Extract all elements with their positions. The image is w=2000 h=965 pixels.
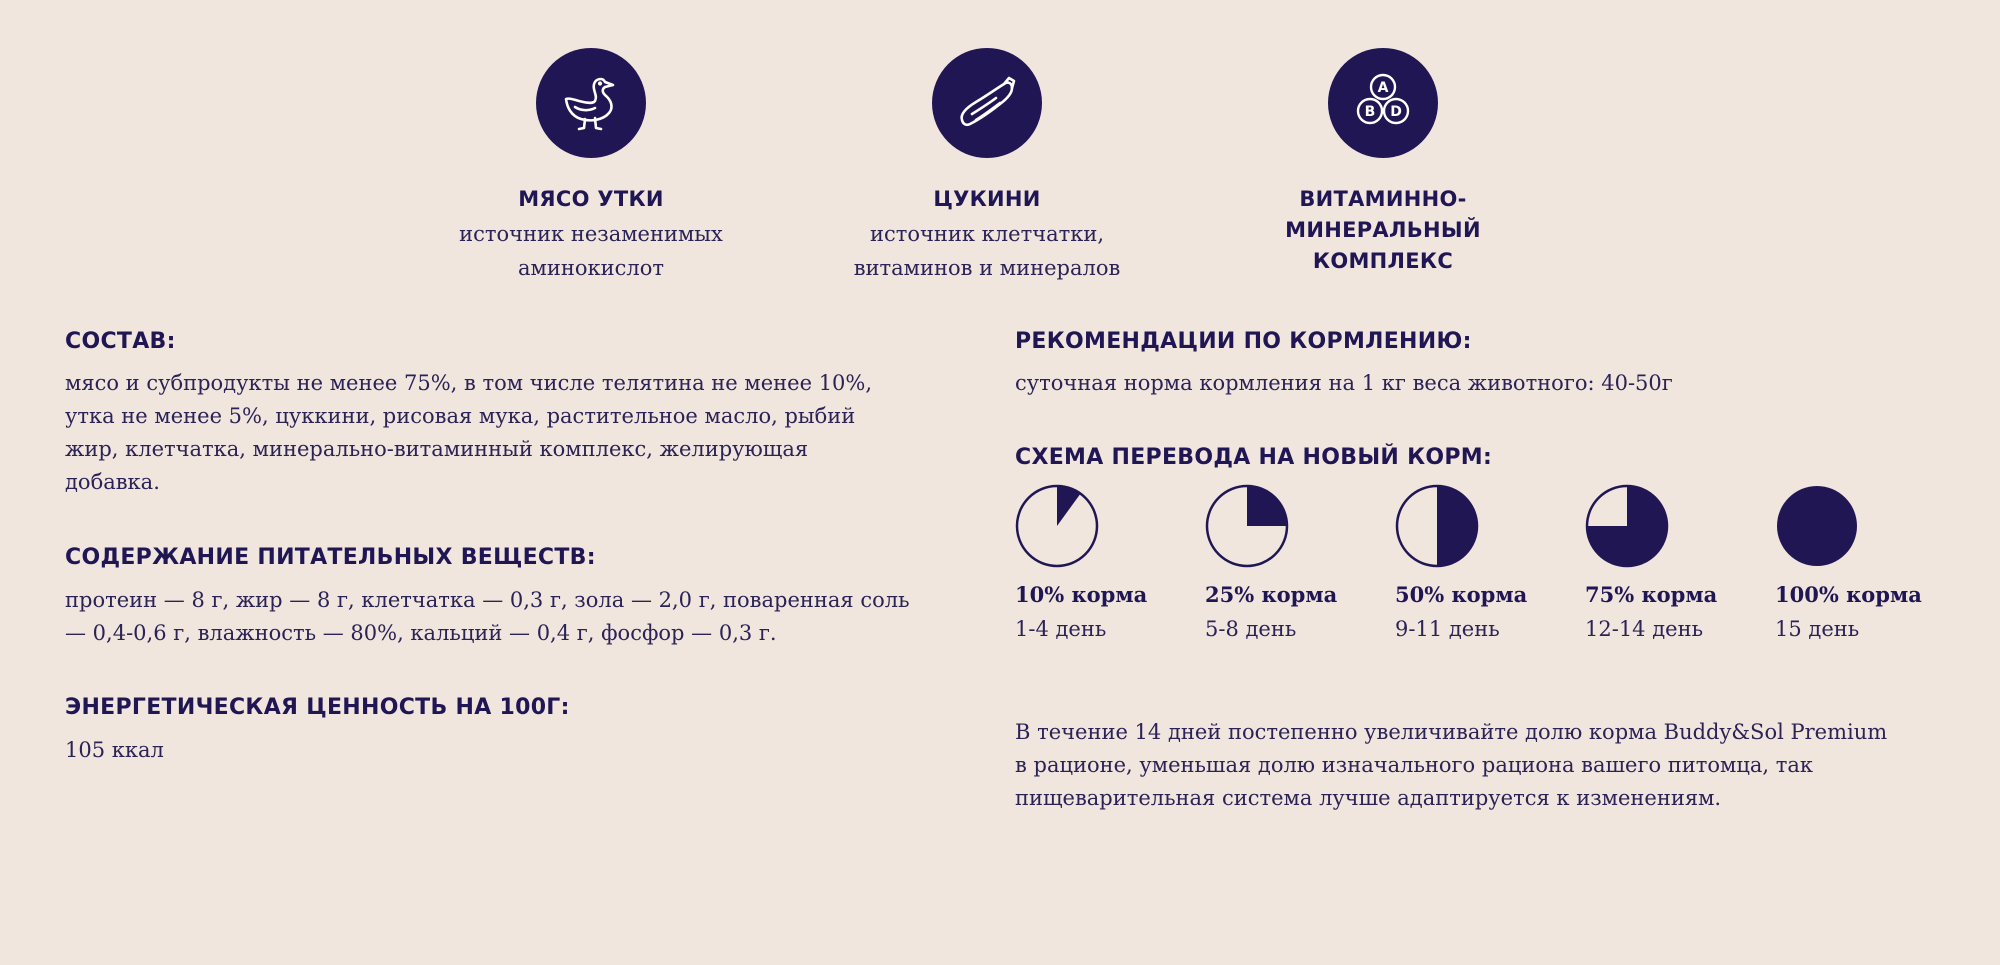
feature-title: ЦУКИНИ xyxy=(933,187,1041,211)
feature-description: источник клетчатки, витаминов и минерало… xyxy=(827,217,1147,285)
energy-title: ЭНЕРГЕТИЧЕСКАЯ ЦЕННОСТЬ НА 100Г: xyxy=(65,695,570,720)
feature-title: ВИТАМИННО- МИНЕРАЛЬНЫЙ КОМПЛЕКС xyxy=(1223,184,1543,277)
feature-zucchini: ЦУКИНИ источник клетчатки, витаминов и м… xyxy=(827,48,1147,285)
feature-title-line: КОМПЛЕКС xyxy=(1312,249,1454,273)
pie-outline xyxy=(1015,484,1099,568)
transition-note-line: пищеварительная система лучше адаптирует… xyxy=(1015,786,1722,810)
transition-note: В течение 14 дней постепенно увеличивайт… xyxy=(1015,716,1975,815)
portion-pie-icon xyxy=(1777,486,1857,566)
vitamins-icon: A B D xyxy=(1328,48,1438,158)
step-percent: 75% корма xyxy=(1585,582,1718,607)
step-percent: 100% корма xyxy=(1775,582,1922,607)
step-percent: 25% корма xyxy=(1205,582,1338,607)
composition-title: СОСТАВ: xyxy=(65,329,176,354)
transition-step: 100% корма 15 день xyxy=(1775,484,1945,644)
transition-step: 10% корма 1-4 день xyxy=(1015,484,1185,644)
step-percent: 10% корма xyxy=(1015,582,1148,607)
nutrients-line: — 0,4-0,6 г, влажность — 80%, кальций — … xyxy=(65,621,777,645)
step-days: 12-14 день xyxy=(1585,617,1704,641)
transition-note-line: в рационе, уменьшая долю изначального ра… xyxy=(1015,753,1814,777)
vitamin-b-badge: B xyxy=(1365,104,1376,120)
feature-duck-meat: МЯСО УТКИ источник незаменимых аминокисл… xyxy=(431,48,751,285)
nutrients-text: протеин — 8 г, жир — 8 г, клетчатка — 0,… xyxy=(65,584,1015,650)
pie-slice xyxy=(1777,486,1857,566)
pie-outline xyxy=(1585,484,1669,568)
pie-slice xyxy=(1437,486,1477,566)
feature-title-line: ВИТАМИННО- xyxy=(1299,187,1467,211)
nutrients-line: протеин — 8 г, жир — 8 г, клетчатка — 0,… xyxy=(65,588,910,612)
step-days: 1-4 день xyxy=(1015,617,1107,641)
zucchini-icon xyxy=(932,48,1042,158)
pie-slice xyxy=(1587,486,1667,566)
feeding-text: суточная норма кормления на 1 кг веса жи… xyxy=(1015,371,1673,395)
transition-title: СХЕМА ПЕРЕВОДА НА НОВЫЙ КОРМ: xyxy=(1015,445,1493,470)
composition-line: добавка. xyxy=(65,470,160,494)
step-percent: 50% корма xyxy=(1395,582,1528,607)
pie-outline xyxy=(1395,484,1479,568)
transition-step: 75% корма 12-14 день xyxy=(1585,484,1755,644)
step-days: 15 день xyxy=(1775,617,1860,641)
step-days: 9-11 день xyxy=(1395,617,1500,641)
feature-description-line: витаминов и минералов xyxy=(853,256,1121,280)
composition-text: мясо и субпродукты не менее 75%, в том ч… xyxy=(65,367,965,499)
nutrients-title: СОДЕРЖАНИЕ ПИТАТЕЛЬНЫХ ВЕЩЕСТВ: xyxy=(65,545,596,570)
feature-description-line: источник незаменимых xyxy=(459,222,723,246)
composition-line: утка не менее 5%, цуккини, рисовая мука,… xyxy=(65,404,856,428)
feeding-title: РЕКОМЕНДАЦИИ ПО КОРМЛЕНИЮ: xyxy=(1015,329,1472,354)
duck-icon xyxy=(536,48,646,158)
feature-description-line: аминокислот xyxy=(518,256,664,280)
portion-pie-icon xyxy=(1205,484,1289,568)
portion-pie-icon xyxy=(1585,484,1669,568)
feature-vitamin-complex: A B D ВИТАМИННО- МИНЕРАЛЬНЫЙ КОМПЛЕКС xyxy=(1223,48,1543,277)
transition-step: 50% корма 9-11 день xyxy=(1395,484,1565,644)
pie-slice xyxy=(1247,486,1287,526)
pie-outline xyxy=(1205,484,1289,568)
vitamin-a-badge: A xyxy=(1378,80,1389,96)
portion-pie-icon xyxy=(1015,484,1099,568)
feature-title: МЯСО УТКИ xyxy=(518,187,664,211)
feature-description-line: источник клетчатки, xyxy=(869,222,1105,246)
feature-title-line: МИНЕРАЛЬНЫЙ xyxy=(1285,218,1481,242)
step-days: 5-8 день xyxy=(1205,617,1297,641)
portion-pie-icon xyxy=(1395,484,1479,568)
transition-note-line: В течение 14 дней постепенно увеличивайт… xyxy=(1015,720,1888,744)
feature-description: источник незаменимых аминокислот xyxy=(431,217,751,285)
composition-line: мясо и субпродукты не менее 75%, в том ч… xyxy=(65,371,873,395)
energy-value: 105 ккал xyxy=(65,738,164,762)
transition-step: 25% корма 5-8 день xyxy=(1205,484,1375,644)
pie-slice xyxy=(1057,486,1081,526)
vitamin-d-badge: D xyxy=(1390,104,1402,120)
composition-line: жир, клетчатка, минерально-витаминный ко… xyxy=(65,437,809,461)
